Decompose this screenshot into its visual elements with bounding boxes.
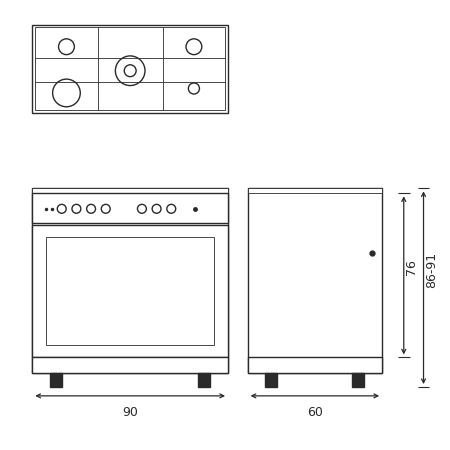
- Bar: [248, 357, 382, 373]
- Text: 86-91: 86-91: [425, 252, 438, 288]
- Text: 60: 60: [307, 406, 323, 419]
- Bar: [32, 189, 228, 373]
- Bar: [266, 373, 277, 387]
- Bar: [198, 373, 210, 387]
- Bar: [32, 225, 228, 357]
- Bar: [50, 373, 62, 387]
- Bar: [32, 24, 228, 113]
- Bar: [32, 189, 228, 194]
- Text: 76: 76: [405, 260, 418, 275]
- Text: 90: 90: [122, 406, 138, 419]
- Bar: [352, 373, 364, 387]
- Bar: [32, 194, 228, 223]
- Bar: [32, 357, 228, 373]
- Bar: [46, 237, 214, 346]
- Bar: [248, 189, 382, 373]
- Bar: [36, 27, 225, 110]
- Bar: [248, 189, 382, 194]
